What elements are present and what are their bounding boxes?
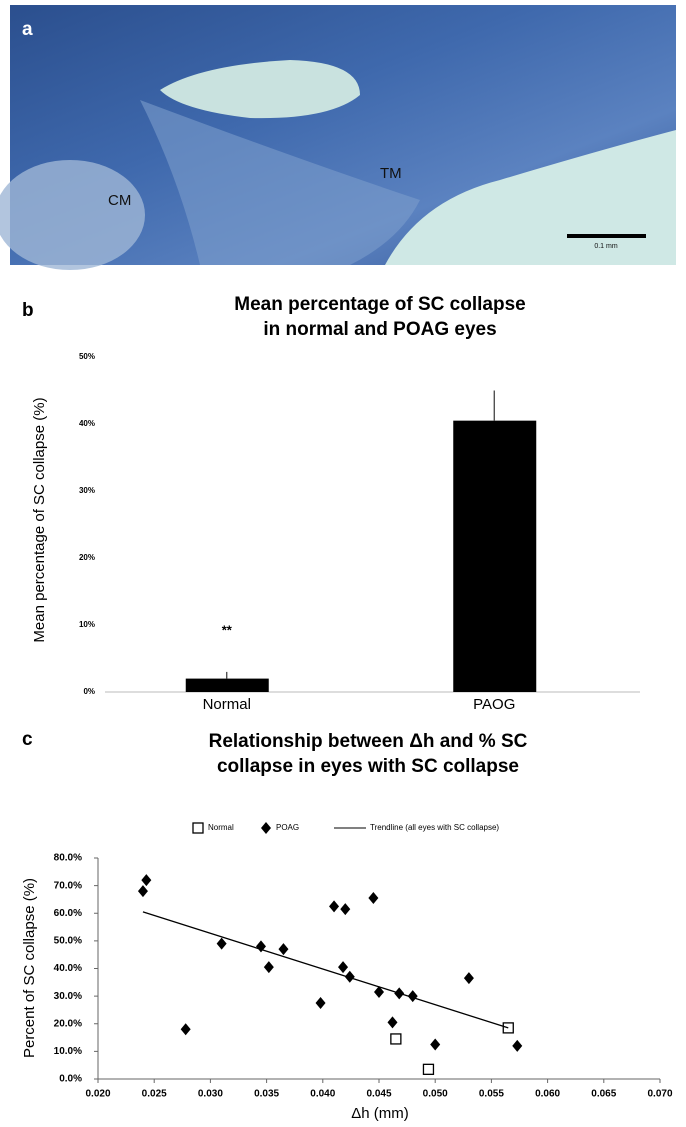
y-tick-label: 70.0% — [54, 880, 82, 891]
marker — [278, 943, 288, 955]
bar — [453, 421, 536, 692]
y-axis-label: Percent of SC collapse (%) — [21, 878, 38, 1058]
y-tick-label: 30% — [79, 486, 95, 495]
y-tick-label: 0.0% — [59, 1074, 82, 1085]
y-tick-label: 40% — [79, 419, 95, 428]
y-axis-label: Mean percentage of SC collapse (%) — [31, 397, 48, 642]
panel-label: b — [22, 300, 34, 321]
figure: a CM TM 0.1 mm b c Mean percentage of SC… — [0, 0, 686, 1127]
marker — [423, 1064, 433, 1074]
x-axis-label: Δh (mm) — [351, 1105, 409, 1122]
marker — [181, 1023, 191, 1035]
x-tick-label: 0.040 — [310, 1089, 335, 1100]
x-tick-label: 0.060 — [535, 1089, 560, 1100]
y-tick-label: 0% — [83, 687, 95, 696]
y-tick-label: 10% — [79, 620, 95, 629]
micrograph: a CM TM 0.1 mm — [0, 5, 676, 270]
y-tick-label: 50.0% — [54, 936, 82, 947]
chart-title: Relationship between Δh and % SC — [209, 731, 528, 752]
x-tick-label: 0.035 — [254, 1089, 279, 1100]
scale-bar-label: 0.1 mm — [594, 243, 618, 250]
x-tick-label: 0.055 — [479, 1089, 504, 1100]
marker — [138, 885, 148, 897]
y-tick-label: 30.0% — [54, 991, 82, 1002]
y-tick-label: 50% — [79, 352, 95, 361]
marker — [391, 1034, 401, 1044]
y-tick-label: 20% — [79, 553, 95, 562]
legend-label: POAG — [276, 823, 299, 832]
marker — [387, 1016, 397, 1028]
legend-label: Normal — [208, 823, 234, 832]
annotation: CM — [108, 192, 131, 209]
x-tick-label: 0.065 — [591, 1089, 616, 1100]
y-tick-label: 10.0% — [54, 1046, 82, 1057]
x-tick-label: 0.025 — [142, 1089, 167, 1100]
bar — [186, 679, 269, 692]
marker — [217, 938, 227, 950]
marker — [264, 961, 274, 973]
y-tick-label: 80.0% — [54, 853, 82, 864]
marker — [430, 1038, 440, 1050]
annotation: ** — [222, 622, 233, 637]
x-tick-label: Normal — [203, 696, 251, 713]
marker — [329, 900, 339, 912]
x-tick-label: 0.030 — [198, 1089, 223, 1100]
trendline — [143, 912, 508, 1028]
marker — [340, 903, 350, 915]
chart-title: in normal and POAG eyes — [263, 319, 496, 340]
marker — [193, 823, 203, 833]
marker — [512, 1040, 522, 1052]
marker — [464, 972, 474, 984]
marker — [338, 961, 348, 973]
x-tick-label: 0.070 — [647, 1089, 672, 1100]
marker — [316, 997, 326, 1009]
marker — [141, 874, 151, 886]
panel-label: a — [22, 19, 33, 40]
y-tick-label: 40.0% — [54, 963, 82, 974]
chart-title: Mean percentage of SC collapse — [234, 294, 525, 315]
chart-title: collapse in eyes with SC collapse — [217, 756, 519, 777]
marker — [368, 892, 378, 904]
marker — [261, 822, 271, 834]
y-tick-label: 20.0% — [54, 1018, 82, 1029]
legend-label: Trendline (all eyes with SC collapse) — [370, 823, 499, 832]
x-tick-label: 0.020 — [85, 1089, 110, 1100]
panel-label: c — [22, 729, 33, 750]
x-tick-label: 0.045 — [366, 1089, 391, 1100]
y-tick-label: 60.0% — [54, 908, 82, 919]
x-tick-label: PAOG — [473, 696, 515, 713]
annotation: TM — [380, 165, 402, 182]
x-tick-label: 0.050 — [423, 1089, 448, 1100]
